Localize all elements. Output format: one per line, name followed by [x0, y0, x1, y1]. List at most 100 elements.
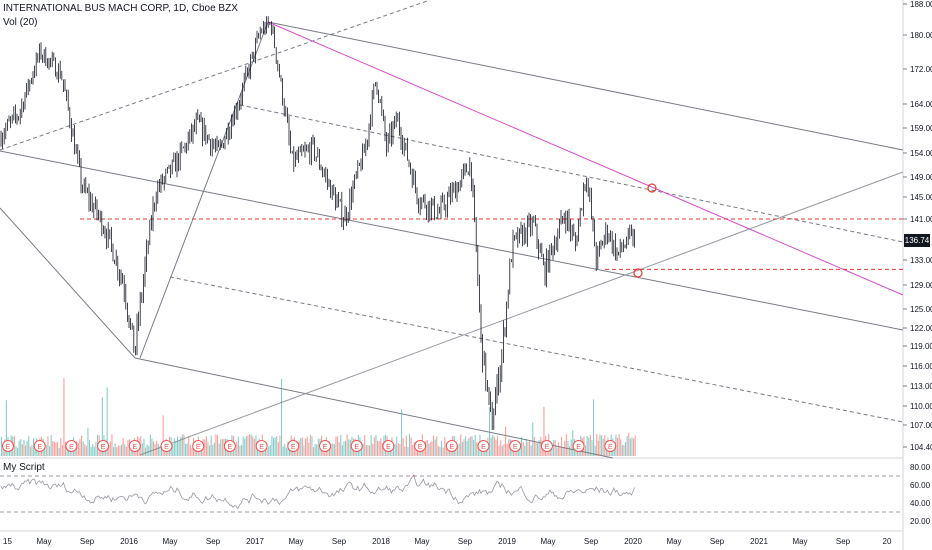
volume-bar [57, 441, 59, 456]
volume-bar [33, 438, 35, 456]
volume-bar [463, 439, 465, 456]
volume-bar [471, 436, 473, 456]
volume-bar [61, 445, 63, 456]
volume-bar [439, 446, 441, 456]
volume-bar [210, 435, 212, 456]
volume-bar [121, 444, 123, 456]
volume-bar [407, 446, 409, 456]
volume-bar [634, 435, 636, 456]
volume-bar [553, 440, 555, 456]
earnings-marker-label: E [449, 444, 454, 451]
volume-bar [585, 445, 587, 456]
volume-bar [393, 447, 395, 456]
volume-bar [362, 443, 364, 456]
volume-bar [269, 445, 271, 456]
volume-bar [457, 445, 459, 456]
volume-bar [44, 443, 46, 456]
volume-bar [415, 446, 417, 456]
volume-bar [28, 436, 30, 456]
volume-bar [65, 441, 67, 456]
volume-bar [461, 442, 463, 456]
volume-bar [274, 437, 276, 456]
price-tick-label: 133.00 [910, 256, 932, 265]
earnings-marker [319, 440, 331, 452]
volume-bar [441, 440, 443, 456]
volume-bar [401, 409, 403, 456]
volume-bar [175, 441, 177, 456]
time-tick-label: 15 [3, 537, 12, 546]
volume-bar [191, 447, 193, 456]
volume-bar [489, 407, 491, 456]
volume-bar [597, 440, 599, 456]
price-tick-label: 104.40 [910, 443, 932, 452]
volume-bar [521, 437, 523, 456]
volume-bar [122, 437, 124, 456]
volume-bar [317, 438, 319, 456]
volume-bar [15, 446, 17, 456]
price-tick-label: 122.00 [910, 324, 932, 333]
price-tick-label: 154.00 [910, 149, 932, 158]
volume-bar [527, 441, 529, 456]
indicator-line [0, 474, 635, 510]
volume-bar [25, 445, 27, 456]
time-tick-label: Sep [206, 537, 221, 546]
indicator-pane [0, 474, 903, 513]
volume-bar [89, 440, 91, 456]
symbol-title[interactable]: INTERNATIONAL BUS MACH CORP, 1D, Cboe BZ… [3, 3, 238, 14]
volume-bar [185, 443, 187, 456]
price-tick-label: 119.00 [910, 342, 932, 351]
time-tick-label: Sep [332, 537, 347, 546]
volume-bar [271, 436, 273, 456]
earnings-marker [540, 440, 553, 452]
volume-bar [367, 444, 369, 456]
price-tick-label: 188.00 [910, 0, 932, 9]
volume-bar [204, 439, 206, 456]
price-tick-label: 172.00 [910, 65, 932, 74]
volume-bar [148, 446, 150, 456]
volume-bar [410, 437, 412, 456]
volume-legend[interactable]: Vol (20) [3, 17, 38, 28]
price-tick-label: 125.00 [910, 305, 932, 314]
volume-bar [306, 436, 308, 456]
volume-bar [535, 442, 537, 456]
volume-bar [460, 434, 462, 456]
volume-bar [557, 442, 559, 456]
price-tick-label: 113.00 [910, 382, 932, 391]
price-tick-label: 180.00 [910, 31, 932, 40]
volume-bar [404, 446, 406, 456]
volume-bar [309, 434, 311, 456]
price-candles[interactable] [0, 16, 635, 430]
time-tick-label: May [666, 537, 681, 546]
volume-bar [429, 442, 431, 456]
volume-bar [242, 436, 244, 456]
volume-bar [305, 438, 307, 456]
volume-bar [266, 447, 268, 456]
indicator-title[interactable]: My Script [3, 462, 45, 473]
time-tick-label: Sep [710, 537, 725, 546]
volume-bar [537, 443, 539, 456]
volume-bar [533, 437, 535, 456]
volume-bar [249, 434, 251, 456]
earnings-marker-label: E [513, 444, 518, 451]
volume-bar [244, 438, 246, 456]
volume-bar [181, 434, 183, 456]
earnings-marker [445, 440, 458, 452]
price-axis[interactable]: 188.00 180.00 172.00 164.00 159.00 154.00 149.… [903, 0, 932, 452]
earnings-marker-label: E [323, 444, 328, 451]
volume-bar [338, 442, 340, 456]
volume-bar [84, 444, 86, 456]
volume-bar [397, 443, 399, 456]
volume-bar [81, 435, 83, 456]
volume-bar [151, 438, 153, 456]
volume-bar [101, 397, 103, 456]
time-axis[interactable]: 15 May Sep 2016 May Sep 2017 May Sep 2018 May Sep 20… [3, 537, 892, 546]
volume-bar [268, 446, 270, 456]
volume-bar [116, 447, 118, 456]
volume-bar [180, 437, 182, 456]
volume-bar [153, 441, 155, 456]
volume-bar [154, 443, 156, 456]
volume-bar [596, 434, 598, 456]
volume-bar [613, 447, 615, 456]
